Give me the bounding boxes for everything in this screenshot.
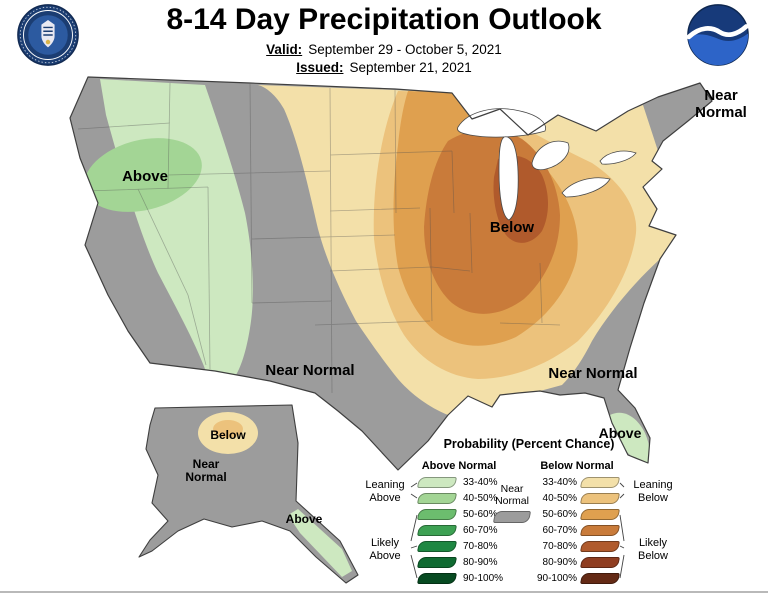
lake-ontario — [599, 150, 637, 165]
legend-below-swatch — [580, 493, 620, 504]
map-label-above-alaska-panhandle: Above — [285, 512, 323, 526]
commerce-seal-text-ring — [19, 6, 77, 64]
commerce-seal-inner-ring — [23, 10, 73, 60]
region-alaska-below-40-50 — [213, 420, 243, 438]
legend-below-swatch — [580, 557, 620, 568]
commerce-seal-shield-stripes — [43, 26, 53, 36]
legend-above-normal-header: Above Normal — [421, 460, 497, 472]
legend-below-swatches — [580, 477, 620, 589]
legend-above-range: 60-70% — [463, 525, 498, 536]
page-title: 8-14 Day Precipitation Outlook — [166, 3, 602, 36]
issued-label: Issued: — [296, 60, 344, 75]
bottom-border-line — [0, 591, 768, 593]
legend-below-range: 70-80% — [542, 541, 577, 552]
region-alaska-panhandle-above — [288, 509, 352, 577]
legend-below-swatch — [580, 509, 620, 520]
legend-near-normal: Near Normal — [489, 483, 535, 523]
legend-above-swatch — [417, 509, 457, 520]
issued-value: September 21, 2021 — [349, 60, 472, 75]
legend-above-range: 80-90% — [463, 557, 498, 568]
legend-above-range: 70-80% — [463, 541, 498, 552]
legend-below-range: 80-90% — [542, 557, 577, 568]
map-label-above-florida: Above — [598, 425, 642, 441]
valid-line: Valid: September 29 - October 5, 2021 — [0, 42, 768, 57]
legend-below-range: 50-60% — [542, 509, 577, 520]
map-label-near-normal-northeast: Near Normal — [695, 87, 747, 121]
legend-below-range: 90-100% — [536, 573, 577, 584]
legend-likely-above-label: Likely Above — [369, 537, 401, 562]
legend-above-range: 40-50% — [463, 493, 498, 504]
commerce-seal-emblem-dot — [45, 39, 51, 45]
noaa-logo — [686, 4, 749, 66]
map-label-above-west: Above — [122, 168, 168, 185]
valid-value: September 29 - October 5, 2021 — [308, 42, 502, 57]
noaa-logo-sea — [687, 32, 749, 66]
map-label-near-normal-south-central: Near Normal — [265, 362, 355, 379]
legend-below-range: 40-50% — [542, 493, 577, 504]
conus-outline — [69, 76, 713, 471]
legend-above-swatch — [417, 525, 457, 536]
legend-above-swatches — [417, 477, 457, 589]
legend-below-range: 33-40% — [542, 477, 577, 488]
legend-likely-below-label: Likely Below — [638, 537, 668, 562]
header-meta: Valid: September 29 - October 5, 2021 Iss… — [0, 42, 768, 78]
region-alaska-near-normal-base — [138, 404, 359, 584]
legend-above-swatch — [417, 557, 457, 568]
legend-below-swatch — [580, 477, 620, 488]
lake-michigan — [498, 136, 519, 221]
legend-above-ranges: 33-40% 40-50% 50-60% 60-70% 70-80% 80-90% 90-1… — [463, 477, 503, 589]
legend-below-ranges: 33-40% 40-50% 50-60% 60-70% 70-80% 80-90% 90-1… — [535, 477, 577, 589]
lake-erie — [561, 177, 611, 198]
map-label-near-normal-southeast: Near Normal — [548, 365, 638, 382]
precipitation-outlook-map — [69, 76, 713, 584]
legend: Probability (Percent Chance) Above Norma… — [345, 437, 713, 591]
issued-line: Issued: September 21, 2021 — [0, 60, 768, 75]
region-above-florida — [610, 412, 650, 464]
legend-near-normal-label: Near Normal — [495, 483, 529, 507]
legend-above-range: 50-60% — [463, 509, 498, 520]
map-label-below-alaska: Below — [210, 428, 246, 442]
legend-leaning-below-label: Leaning Below — [633, 479, 673, 504]
legend-above-range: 33-40% — [463, 477, 498, 488]
legend-near-normal-swatch — [492, 510, 532, 523]
legend-title: Probability (Percent Chance) — [443, 437, 615, 451]
legend-below-swatch — [580, 525, 620, 536]
noaa-seagull-icon — [686, 24, 749, 40]
legend-leaning-above-label: Leaning Above — [365, 479, 405, 504]
legend-above-swatch — [417, 493, 457, 504]
legend-above-swatch — [417, 541, 457, 552]
legend-below-range: 60-70% — [542, 525, 577, 536]
legend-above-swatch — [417, 477, 457, 488]
legend-below-swatch — [580, 541, 620, 552]
legend-above-swatch — [417, 573, 457, 584]
commerce-seal-logo — [17, 4, 79, 66]
legend-below-swatch — [580, 573, 620, 584]
lake-huron — [531, 140, 570, 171]
legend-below-normal-header: Below Normal — [540, 460, 614, 472]
map-label-below-midwest: Below — [489, 219, 535, 236]
state-borders — [77, 82, 561, 394]
valid-label: Valid: — [266, 42, 303, 57]
region-above-west-40-50 — [84, 138, 202, 212]
legend-above-range: 90-100% — [463, 573, 504, 584]
map-label-near-normal-alaska: Near Normal — [185, 457, 227, 485]
